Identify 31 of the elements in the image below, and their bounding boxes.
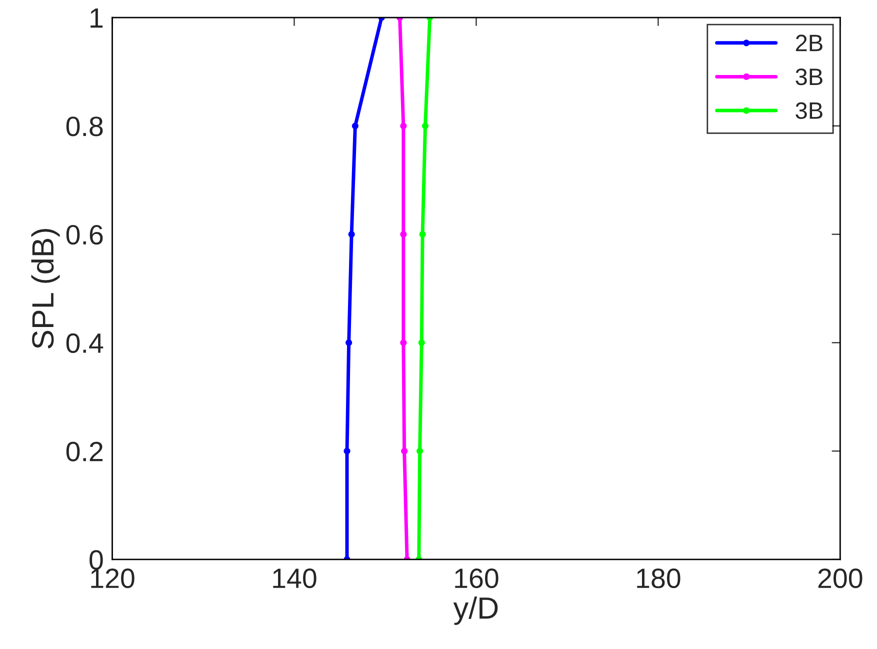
y-tick-label: 1 [90,8,103,28]
y-tick-label: 0.2 [66,442,103,462]
y-tick-label: 0 [90,550,103,570]
legend-label: 2B [796,34,822,52]
x-tick-label: 180 [637,568,680,588]
point [419,230,426,238]
point [400,230,407,238]
point [400,339,407,346]
point [416,448,424,454]
point [401,448,408,454]
x-axis-title: y/D [453,596,498,625]
point [400,122,407,130]
line-series [396,18,410,560]
line-series [344,18,385,560]
line-series [416,18,434,560]
y-tick-label: 0.4 [66,333,104,354]
point [422,122,429,130]
point [348,230,355,238]
point [344,448,350,454]
x-tick-label: 120 [91,568,134,588]
legend-label: 3B [796,102,822,120]
point [418,339,425,346]
point [352,122,358,130]
y-tick-label: 0.8 [66,116,103,136]
y-axis-title: SPL (dB) [31,228,60,348]
x-tick-label: 200 [818,568,862,588]
point [346,339,352,346]
x-tick-label: 140 [273,568,316,588]
legend-label: 3B [796,68,822,86]
x-tick-label: 160 [455,568,498,588]
y-tick-label: 0.6 [66,224,103,245]
